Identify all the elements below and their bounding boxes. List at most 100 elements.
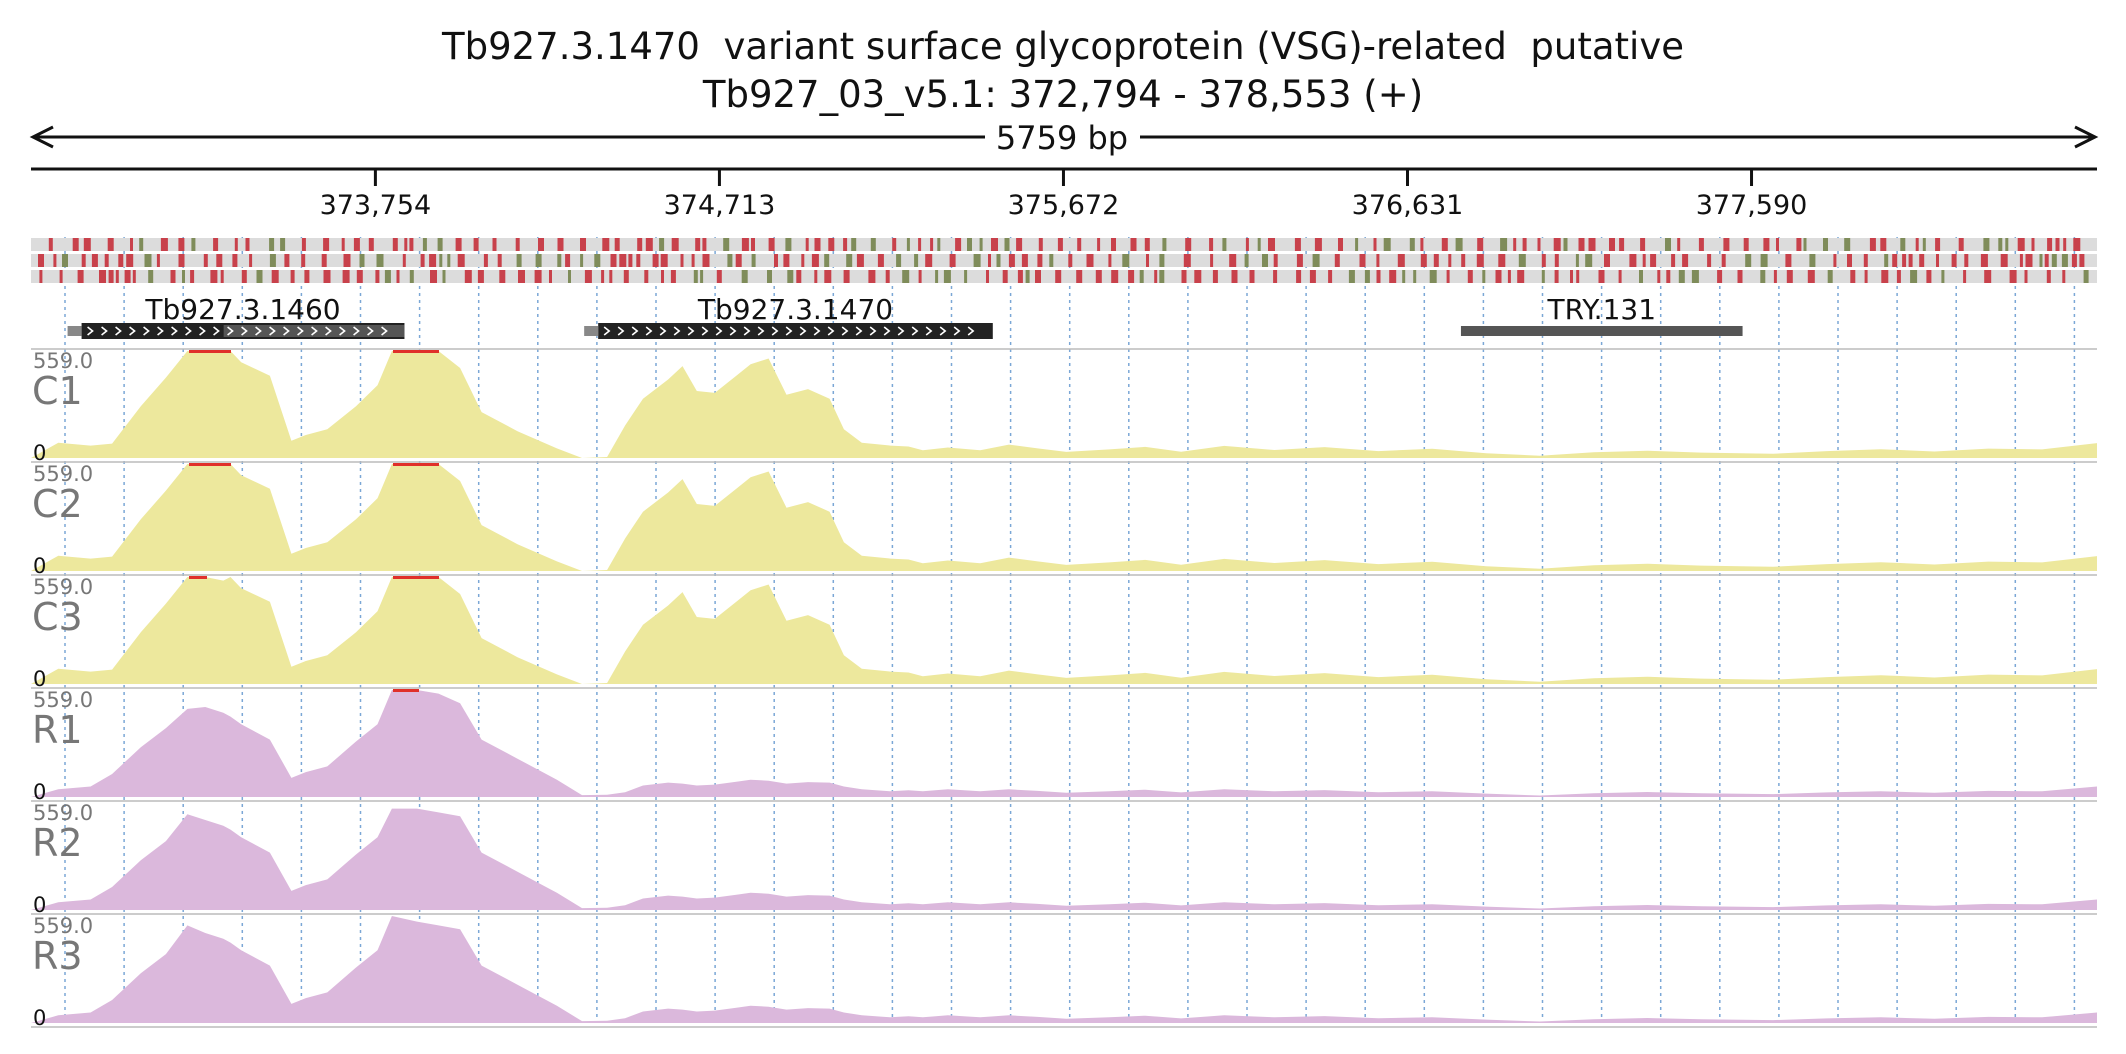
snp-mark [1796,238,1802,251]
snp-mark [1863,254,1868,267]
snp-mark [967,238,972,251]
snp-mark [614,238,620,251]
snp-mark [1682,254,1689,267]
snp-mark [1376,254,1380,267]
snp-mark [1639,270,1643,283]
snp-mark [702,238,707,251]
snp-mark [182,270,185,283]
snp-mark [1827,270,1833,283]
snp-mark [1183,254,1191,267]
snp-mark [1553,238,1561,251]
snp-mark [2063,238,2067,251]
snp-mark [321,254,327,267]
snp-mark [1296,270,1302,283]
snp-mark [1495,270,1502,283]
y-zero-label: 0 [33,893,46,917]
snp-mark [1513,238,1517,251]
snp-mark [384,270,391,283]
snp-mark [430,270,437,283]
track-label: C2 [32,482,83,526]
snp-mark [609,270,613,283]
strand-arrow-icon [367,326,374,336]
strand-arrow-icon [213,326,220,336]
snp-mark [368,238,374,251]
snp-mark [670,270,676,283]
snp-mark [843,238,848,251]
strand-arrow-icon [227,326,234,336]
x-tick-label: 375,672 [1008,190,1120,221]
snp-mark [610,254,617,267]
snp-mark [580,238,586,251]
snp-mark [473,238,479,251]
snp-mark [1776,238,1779,251]
snp-mark [342,270,350,283]
snp-mark [1609,238,1615,251]
snp-mark [843,270,850,283]
snp-mark [1420,238,1424,251]
snp-mark [1786,270,1793,283]
snp-mark [118,254,124,267]
snp-mark [1850,270,1856,283]
span-arrow-right [2074,125,2099,149]
snp-mark [1338,238,1343,251]
snp-mark [422,238,427,251]
x-tick-label: 373,754 [320,190,432,221]
snp-mark [1910,270,1918,283]
snp-mark [695,238,701,251]
strand-arrow-icon [883,326,891,336]
snp-mark [979,238,983,251]
snp-mark [1984,270,1992,283]
snp-mark [1691,270,1699,283]
snp-mark [1570,270,1573,283]
snp-mark [1212,270,1218,283]
snp-mark [130,238,133,251]
snp-mark [988,254,991,267]
track-label: R2 [32,821,83,865]
snp-mark [126,254,134,267]
snp-mark [594,254,601,267]
snp-mark [1008,254,1015,267]
snp-mark [1049,254,1054,267]
coverage-panel [31,461,2097,571]
snp-mark [1025,270,1030,283]
snp-mark [1896,270,1901,283]
snp-mark [949,254,956,267]
strand-arrow-icon [729,326,737,336]
snp-mark [115,270,119,283]
snp-mark [1844,238,1851,251]
snp-mark [557,254,562,267]
snp-mark [420,254,425,267]
snp-mark [824,254,830,267]
snp-mark [2062,270,2066,283]
snp-mark [1498,254,1506,267]
snp-mark [1743,238,1749,251]
snp-mark [645,238,653,251]
snp-mark [1359,254,1366,267]
snp-mark [601,270,605,283]
snp-mark [1146,254,1149,267]
snp-mark [191,238,196,251]
snp-mark [1477,238,1484,251]
snp-mark [245,238,250,251]
snp-mark [1296,254,1303,267]
strand-arrow-icon [631,326,639,336]
snp-mark [660,254,668,267]
snp-mark [2005,238,2009,251]
snp-mark [323,270,331,283]
coverage-area [31,916,2097,1023]
strand-arrow-icon [87,326,94,336]
snp-mark [256,270,263,283]
snp-mark [661,270,664,283]
snp-track [31,270,2097,283]
strand-arrow-icon [101,326,108,336]
snp-mark [1935,238,1941,251]
snp-mark [2009,270,2017,283]
snp-mark [280,238,286,251]
snp-mark [178,254,185,267]
gene-utr [67,326,82,336]
snp-mark [2044,254,2049,267]
snp-mark [1244,254,1249,267]
x-tick-label: 377,590 [1696,190,1808,221]
snp-mark [691,254,695,267]
snp-mark [785,238,792,251]
